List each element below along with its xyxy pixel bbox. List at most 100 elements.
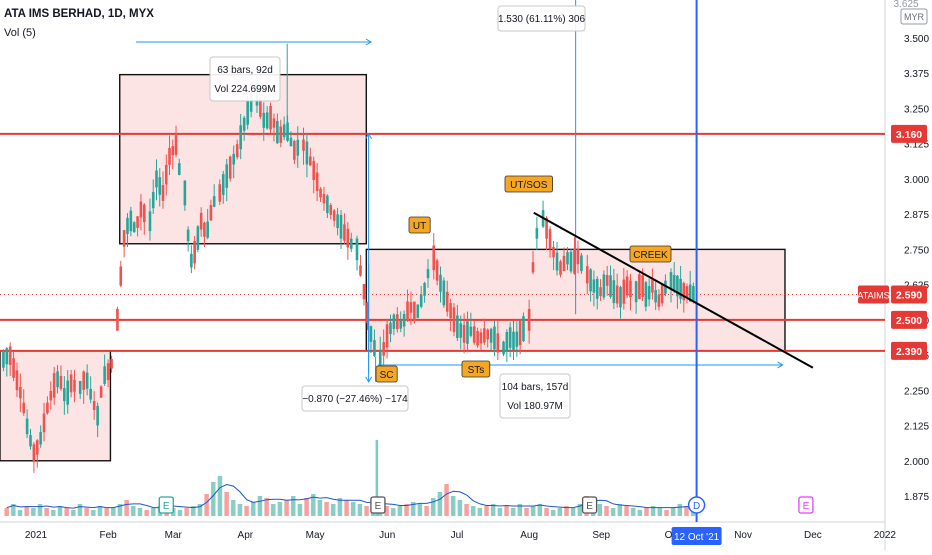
volume-bar [44, 508, 49, 516]
label-sts[interactable]: STs [461, 360, 491, 378]
dividend-marker[interactable] [687, 496, 706, 514]
label-sc[interactable]: SC [375, 365, 398, 383]
candle-body [126, 217, 129, 234]
earnings-marker[interactable] [581, 496, 598, 514]
candle-body [502, 341, 505, 355]
current-price-badge[interactable] [891, 285, 927, 304]
candle-body [685, 286, 689, 299]
candle-body [456, 315, 459, 338]
label-ut-bg [408, 216, 431, 234]
currency-badge[interactable] [900, 8, 928, 25]
event-marker-3[interactable]: D [687, 496, 706, 514]
earnings-marker[interactable] [158, 496, 174, 514]
candle-body [319, 188, 322, 198]
label-ut-sos[interactable]: UT/SOS [504, 175, 553, 193]
event-marker-0[interactable]: E [158, 496, 174, 514]
volume-bar [184, 508, 189, 516]
earnings-marker[interactable] [798, 496, 814, 514]
candle-body [119, 266, 123, 286]
event-marker-2[interactable]: E [581, 496, 598, 514]
candle-body [63, 388, 66, 402]
candle-body [110, 359, 113, 369]
chart-title: ATA IMS BERHAD, 1D, MYX [4, 8, 154, 20]
box2-callout-line-2: Vol 180.97M [507, 401, 563, 412]
volume-bar [77, 504, 83, 516]
x-tick-label: Mar [165, 530, 183, 541]
candle-body [296, 139, 300, 156]
box2-callout[interactable]: 104 bars, 157d Vol 180.97M [499, 373, 571, 419]
volume-bar [437, 492, 443, 516]
candle-body [349, 238, 353, 249]
candle-body [5, 348, 9, 365]
level-badge-2.390[interactable] [891, 341, 927, 360]
candle-body [496, 333, 500, 353]
candle-body [190, 253, 193, 268]
label-ut-text: UT [413, 221, 426, 232]
current-date-badge[interactable] [671, 527, 722, 545]
candle-body [89, 388, 92, 400]
volume-bar [91, 510, 96, 516]
box1-callout[interactable]: 63 bars, 92d Vol 224.699M [209, 56, 281, 102]
candle-body [641, 275, 644, 297]
x-tick-label: Jun [379, 530, 395, 541]
candle-body [573, 248, 576, 274]
volume-bar [617, 504, 623, 516]
event-marker-4[interactable]: E [798, 496, 814, 514]
candle-body [158, 177, 162, 195]
candle-body [580, 255, 583, 272]
x-tick-label: Oc [665, 530, 678, 541]
measure-top-callout-line-1: 1.530 (61.11%) 306 [498, 14, 586, 25]
measure-top-callout[interactable]: 1.530 (61.11%) 306 [497, 5, 586, 32]
candle-body [289, 137, 293, 147]
candle-body [622, 279, 626, 304]
volume-bar [297, 504, 303, 516]
event-marker-1[interactable]: E [370, 496, 386, 514]
measure-top-callout-bg [497, 5, 586, 32]
candle-body [129, 210, 133, 232]
candle-body [262, 112, 266, 128]
candle-body [679, 278, 682, 299]
candle-body [122, 230, 126, 247]
candle-body [432, 245, 436, 271]
volume-bar [570, 508, 576, 516]
candle-body [249, 93, 253, 112]
volume-bar [204, 494, 209, 516]
level-badge-3.160[interactable] [891, 124, 927, 143]
label-creek-text: CREEK [633, 250, 668, 261]
label-creek[interactable]: CREEK [629, 245, 672, 263]
candle-body [654, 289, 657, 303]
volume-bar [291, 496, 296, 516]
candle-body [605, 274, 609, 286]
candle-body [212, 196, 216, 207]
y-tick-label: 2.875 [904, 210, 929, 221]
candle-body [359, 265, 362, 276]
candle-body [312, 160, 316, 181]
candle-body [139, 201, 143, 218]
candle-body [12, 358, 15, 378]
label-ut[interactable]: UT [408, 216, 431, 234]
candle-body [479, 332, 483, 344]
volume-indicator-label[interactable]: Vol (5) [4, 27, 36, 39]
candle-body [59, 375, 63, 389]
volume-bar [464, 504, 469, 516]
volume-bar [604, 506, 609, 516]
trendline[interactable] [533, 211, 814, 369]
x-tick-label: Sep [592, 530, 610, 541]
candle-body [602, 274, 606, 298]
volume-bar [304, 498, 309, 516]
candle-body [15, 370, 19, 391]
y-tick-label: 3.250 [904, 104, 929, 115]
level-badge-2.500[interactable] [891, 310, 927, 329]
candle-body [483, 328, 486, 343]
volume-bar [410, 502, 416, 516]
candle-body [315, 172, 319, 192]
candle-body [293, 140, 296, 160]
candle-body [19, 386, 22, 399]
symbol-badge[interactable] [858, 285, 889, 304]
earnings-marker[interactable] [370, 496, 386, 514]
candle-body [343, 224, 346, 241]
measure-bottom-callout[interactable]: −0.870 (−27.46%) −174 [301, 385, 409, 412]
volume-bar [637, 510, 643, 516]
